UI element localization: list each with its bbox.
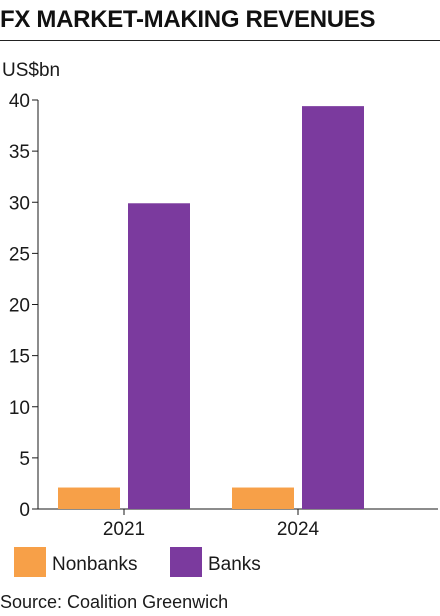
y-tick-label: 0 [19, 500, 30, 521]
y-axis-ticks: 0 5 10 15 20 25 30 35 40 [9, 91, 38, 521]
x-axis-ticks: 2021 2024 [103, 509, 320, 540]
y-tick-label: 10 [9, 398, 30, 419]
y-tick-label: 35 [9, 142, 30, 163]
title-divider [0, 40, 440, 41]
source-note: Source: Coalition Greenwich [0, 592, 229, 612]
y-tick-label: 40 [9, 91, 30, 112]
y-tick-label: 20 [9, 296, 30, 317]
x-tick-label: 2024 [277, 519, 320, 540]
y-tick-label: 25 [9, 244, 30, 265]
x-tick-label: 2021 [103, 519, 145, 540]
legend-label-nonbanks: Nonbanks [52, 554, 138, 575]
legend-swatch-nonbanks [14, 547, 46, 577]
y-axis-label: US$bn [2, 60, 60, 81]
chart-title: FX MARKET-MAKING REVENUES [0, 6, 376, 33]
bar-banks-2024 [302, 106, 364, 509]
legend-label-banks: Banks [208, 554, 261, 575]
bars [58, 106, 364, 509]
bar-nonbanks-2021 [58, 487, 120, 509]
bar-nonbanks-2024 [232, 487, 294, 509]
y-tick-label: 15 [9, 347, 30, 368]
legend: Nonbanks Banks [14, 547, 261, 577]
bar-banks-2021 [128, 203, 190, 509]
y-tick-label: 30 [9, 193, 30, 214]
y-tick-label: 5 [19, 449, 30, 470]
legend-swatch-banks [170, 547, 202, 577]
